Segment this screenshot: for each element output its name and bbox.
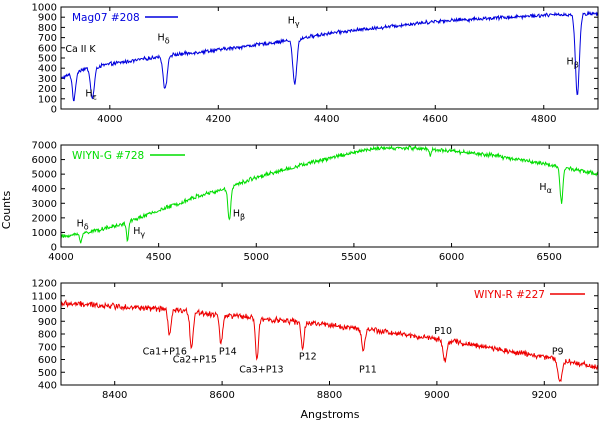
- spectrum-line: [60, 10, 599, 102]
- line-annotation: P9: [552, 346, 564, 357]
- y-tick-label: 700: [38, 33, 57, 44]
- legend-label: Mag07 #208: [72, 12, 140, 24]
- y-tick-label: 1000: [32, 304, 57, 315]
- x-tick-label: 4000: [48, 252, 73, 263]
- line-annotation: P12: [299, 352, 317, 363]
- x-tick-label: 5500: [341, 252, 366, 263]
- x-tick-label: 4800: [531, 114, 556, 125]
- y-tick-label: 3000: [32, 199, 57, 210]
- x-tick-label: 5000: [244, 252, 269, 263]
- line-annotation: Hβ: [233, 208, 245, 221]
- y-tick-label: 1000: [32, 3, 57, 14]
- y-tick-label: 400: [38, 64, 57, 75]
- y-tick-label: 200: [38, 84, 57, 95]
- legend-label: WIYN-R #227: [474, 289, 545, 301]
- y-tick-label: 0: [51, 105, 57, 116]
- line-annotation: P10: [434, 326, 452, 337]
- line-annotation: P11: [359, 364, 377, 375]
- y-tick-label: 900: [38, 13, 57, 24]
- x-tick-label: 8800: [317, 390, 342, 401]
- x-tick-label: 8400: [102, 390, 127, 401]
- x-tick-label: 6000: [439, 252, 464, 263]
- x-tick-label: 9000: [424, 390, 449, 401]
- line-annotation: Hε: [85, 88, 96, 101]
- line-annotation: Ca3+P13: [239, 364, 283, 375]
- y-tick-label: 400: [38, 381, 57, 392]
- y-tick-label: 0: [51, 243, 57, 254]
- x-tick-label: 4200: [206, 114, 231, 125]
- plot-frame: [60, 282, 599, 386]
- y-tick-label: 1200: [32, 279, 57, 290]
- y-tick-label: 800: [38, 23, 57, 34]
- y-tick-label: 2000: [32, 213, 57, 224]
- plot-frame: [60, 144, 599, 248]
- plot-frame: [60, 6, 599, 110]
- y-tick-label: 100: [38, 94, 57, 105]
- line-annotation: P14: [219, 346, 237, 357]
- y-tick-label: 600: [38, 43, 57, 54]
- y-tick-label: 1000: [32, 228, 57, 239]
- y-tick-label: 900: [38, 317, 57, 328]
- x-axis-label: Angstroms: [301, 408, 360, 421]
- spectrum-line: [60, 299, 599, 383]
- spectrum-panel-2: 0 1000 2000 3000 4000 5000 6000 7000 4000 4500 500…: [32, 141, 599, 263]
- y-tick-label: 800: [38, 330, 57, 341]
- x-tick-label: 6500: [536, 252, 561, 263]
- x-tick-label: 8600: [209, 390, 234, 401]
- x-tick-label: 4500: [146, 252, 171, 263]
- y-tick-label: 7000: [32, 141, 57, 152]
- line-annotation: Ca1+P16: [143, 346, 187, 357]
- y-tick-label: 5000: [32, 170, 57, 181]
- line-annotation: Hδ: [158, 33, 170, 46]
- y-tick-label: 4000: [32, 184, 57, 195]
- y-tick-label: 700: [38, 342, 57, 353]
- y-tick-label: 300: [38, 74, 57, 85]
- legend-label: WIYN-G #728: [72, 150, 144, 162]
- line-annotation: Hγ: [288, 15, 300, 28]
- line-annotation: Hα: [539, 182, 551, 195]
- y-tick-label: 500: [38, 54, 57, 65]
- y-tick-label: 500: [38, 368, 57, 379]
- y-axis-label: Counts: [0, 191, 13, 230]
- y-tick-label: 600: [38, 355, 57, 366]
- x-tick-label: 4000: [97, 114, 122, 125]
- line-annotation: Hβ: [567, 57, 579, 70]
- x-tick-label: 4600: [423, 114, 448, 125]
- x-tick-label: 9200: [532, 390, 557, 401]
- line-annotation: Ca II K: [65, 44, 96, 55]
- x-tick-label: 4400: [314, 114, 339, 125]
- spectrum-line: [60, 144, 599, 244]
- y-tick-label: 1100: [32, 291, 57, 302]
- line-annotation: Hδ: [77, 219, 89, 232]
- y-tick-label: 6000: [32, 155, 57, 166]
- line-annotation: Hγ: [133, 226, 145, 239]
- line-annotation: Ca2+P15: [173, 355, 217, 366]
